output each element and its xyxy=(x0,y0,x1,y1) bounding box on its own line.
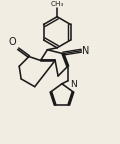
Text: CH₃: CH₃ xyxy=(50,1,64,6)
Text: N: N xyxy=(82,46,90,56)
Text: O: O xyxy=(9,37,16,47)
Text: N: N xyxy=(70,80,76,89)
